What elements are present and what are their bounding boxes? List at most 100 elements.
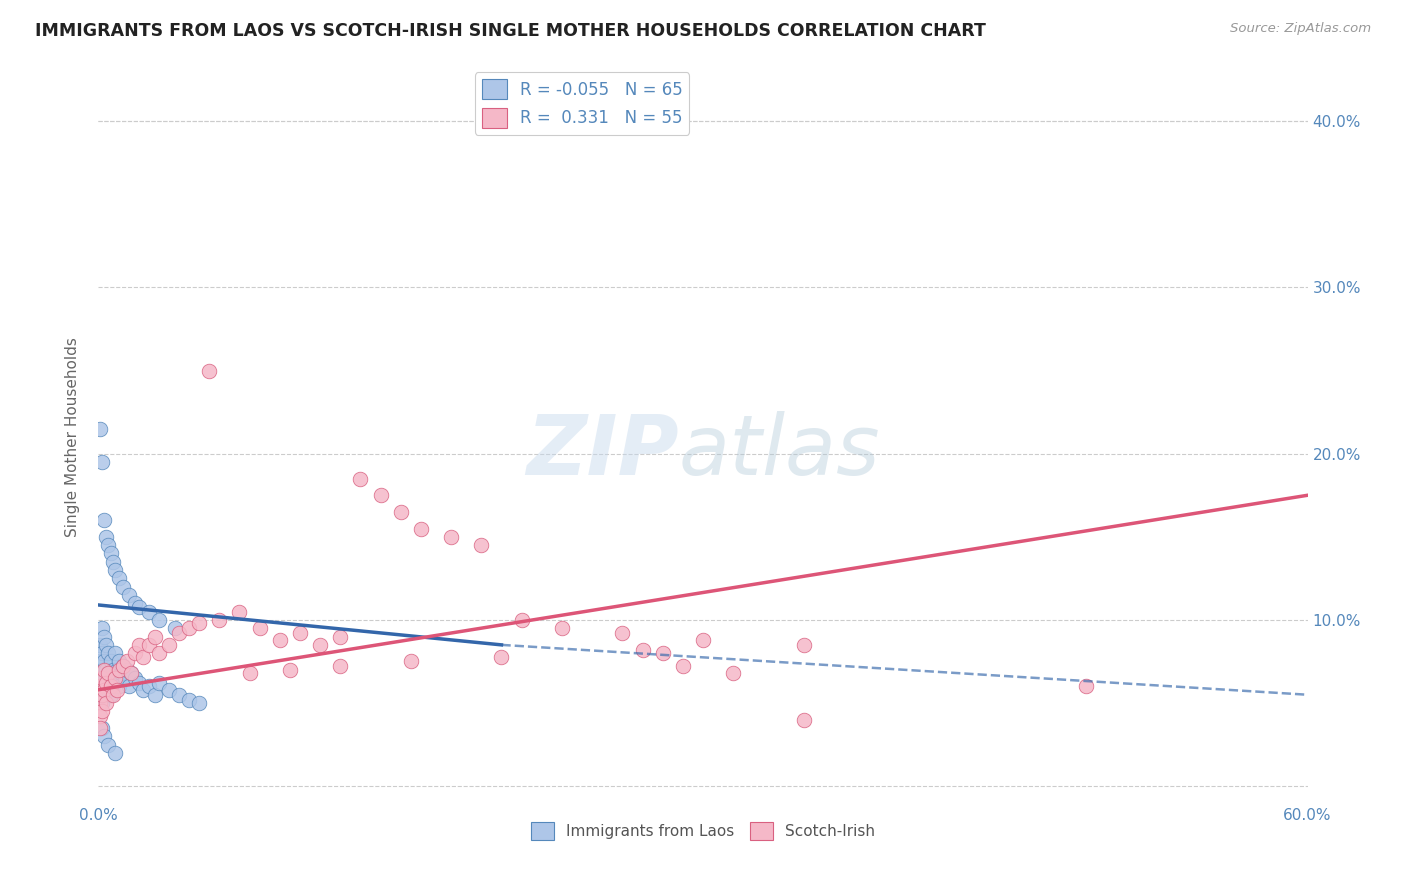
- Point: [1074, 680, 1097, 694]
- Point: [399, 655, 422, 669]
- Point: [93, 729, 115, 743]
- Point: [91, 663, 114, 677]
- Point: [97, 682, 120, 697]
- Text: ZIP: ZIP: [526, 411, 679, 492]
- Point: [89, 721, 111, 735]
- Point: [91, 721, 114, 735]
- Point: [148, 646, 170, 660]
- Point: [278, 663, 301, 677]
- Point: [114, 671, 136, 685]
- Point: [93, 671, 115, 685]
- Legend: Immigrants from Laos, Scotch-Irish: Immigrants from Laos, Scotch-Irish: [524, 815, 882, 847]
- Point: [89, 655, 111, 669]
- Point: [793, 713, 815, 727]
- Text: IMMIGRANTS FROM LAOS VS SCOTCH-IRISH SINGLE MOTHER HOUSEHOLDS CORRELATION CHART: IMMIGRANTS FROM LAOS VS SCOTCH-IRISH SIN…: [35, 22, 986, 40]
- Point: [97, 646, 120, 660]
- Point: [208, 613, 231, 627]
- Point: [91, 680, 114, 694]
- Point: [89, 422, 111, 436]
- Point: [672, 659, 695, 673]
- Point: [128, 638, 150, 652]
- Point: [228, 605, 250, 619]
- Point: [239, 666, 262, 681]
- Text: Source: ZipAtlas.com: Source: ZipAtlas.com: [1230, 22, 1371, 36]
- Point: [120, 666, 142, 681]
- Point: [188, 616, 211, 631]
- Point: [143, 630, 166, 644]
- Point: [97, 738, 120, 752]
- Point: [97, 666, 120, 681]
- Point: [93, 630, 115, 644]
- Point: [793, 638, 815, 652]
- Point: [105, 663, 128, 677]
- Point: [107, 663, 129, 677]
- Point: [101, 555, 124, 569]
- Point: [631, 643, 654, 657]
- Point: [100, 671, 122, 685]
- Point: [89, 688, 111, 702]
- Point: [329, 630, 352, 644]
- Point: [132, 649, 155, 664]
- Point: [97, 538, 120, 552]
- Point: [105, 682, 128, 697]
- Point: [269, 632, 291, 647]
- Point: [111, 659, 134, 673]
- Point: [96, 663, 118, 677]
- Point: [288, 626, 311, 640]
- Point: [91, 621, 114, 635]
- Point: [96, 638, 118, 652]
- Point: [157, 638, 180, 652]
- Point: [89, 709, 111, 723]
- Point: [124, 646, 146, 660]
- Point: [651, 646, 673, 660]
- Point: [491, 649, 513, 664]
- Point: [100, 688, 122, 702]
- Point: [118, 588, 141, 602]
- Point: [138, 638, 160, 652]
- Point: [91, 696, 114, 710]
- Point: [100, 680, 122, 694]
- Point: [198, 363, 221, 377]
- Point: [93, 663, 115, 677]
- Point: [103, 646, 125, 660]
- Point: [96, 680, 118, 694]
- Point: [91, 671, 114, 685]
- Point: [723, 666, 745, 681]
- Point: [93, 682, 115, 697]
- Point: [309, 638, 332, 652]
- Point: [91, 688, 114, 702]
- Point: [93, 513, 115, 527]
- Point: [167, 688, 190, 702]
- Y-axis label: Single Mother Households: Single Mother Households: [65, 337, 80, 537]
- Point: [103, 671, 125, 685]
- Point: [163, 621, 186, 635]
- Point: [103, 746, 125, 760]
- Point: [107, 655, 129, 669]
- Point: [93, 655, 115, 669]
- Point: [120, 666, 142, 681]
- Point: [107, 571, 129, 585]
- Point: [510, 613, 533, 627]
- Point: [103, 563, 125, 577]
- Point: [96, 530, 118, 544]
- Point: [551, 621, 574, 635]
- Point: [188, 696, 211, 710]
- Point: [96, 676, 118, 690]
- Point: [91, 646, 114, 660]
- Point: [329, 659, 352, 673]
- Point: [101, 680, 124, 694]
- Point: [148, 613, 170, 627]
- Point: [167, 626, 190, 640]
- Point: [389, 505, 412, 519]
- Point: [107, 680, 129, 694]
- Point: [124, 671, 146, 685]
- Point: [103, 671, 125, 685]
- Point: [97, 666, 120, 681]
- Point: [111, 659, 134, 673]
- Point: [101, 663, 124, 677]
- Point: [157, 682, 180, 697]
- Point: [249, 621, 271, 635]
- Text: atlas: atlas: [679, 411, 880, 492]
- Point: [349, 472, 371, 486]
- Point: [89, 671, 111, 685]
